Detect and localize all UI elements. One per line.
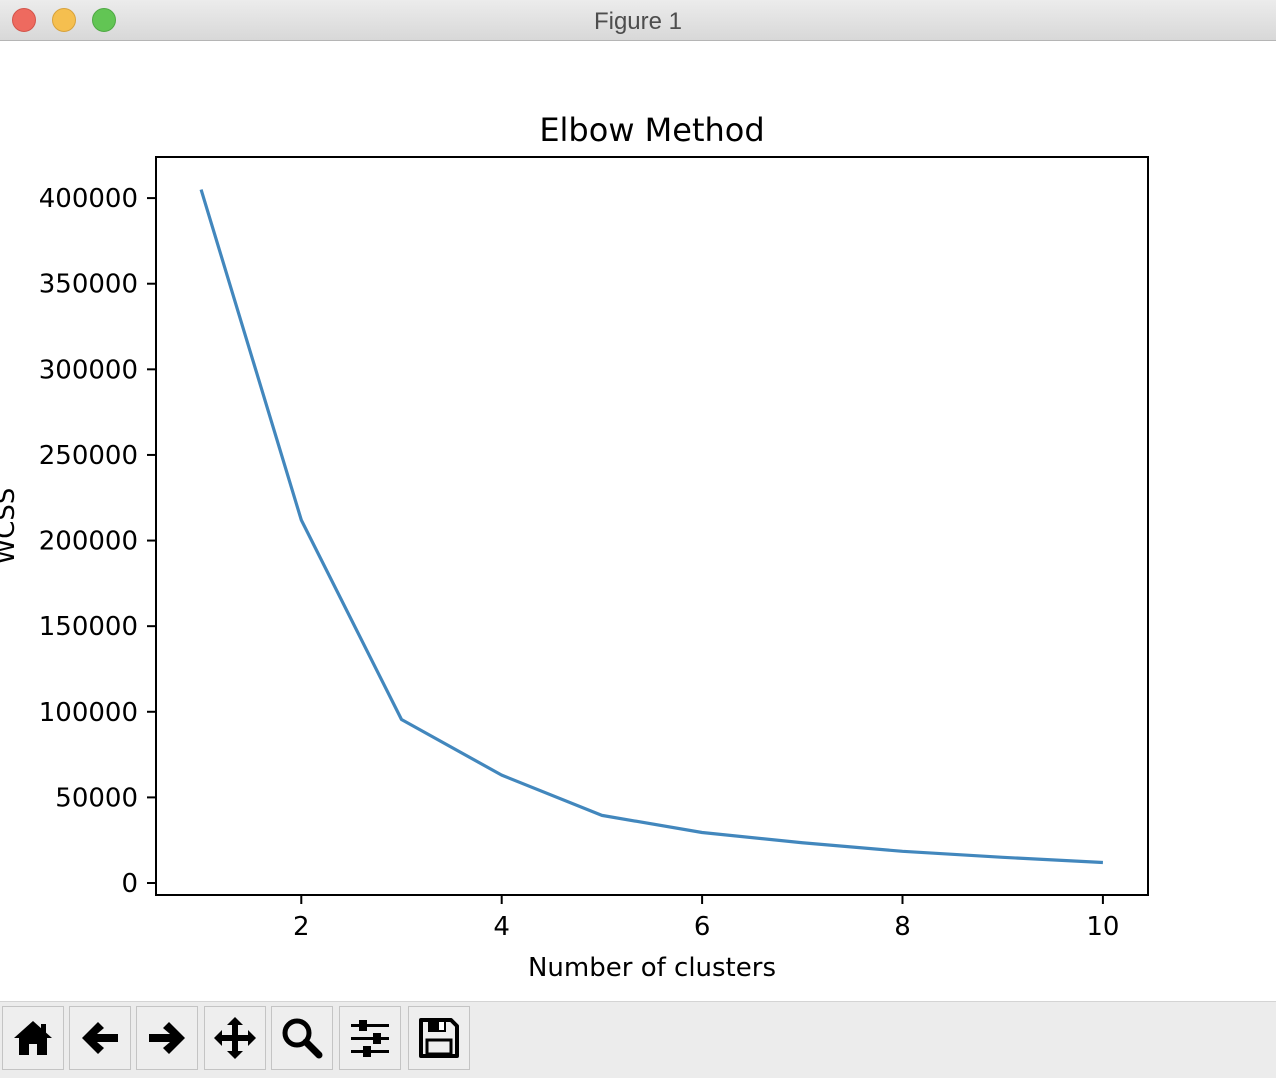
x-tick-label: 4 bbox=[493, 912, 510, 942]
x-tick-label: 6 bbox=[694, 912, 711, 942]
y-tick-label: 200000 bbox=[39, 527, 138, 557]
y-tick-label: 150000 bbox=[39, 612, 138, 642]
configure-subplots-button[interactable] bbox=[339, 1006, 401, 1070]
series-line-0 bbox=[199, 189, 1103, 865]
plot-frame bbox=[155, 156, 1149, 896]
chart-title: Elbow Method bbox=[539, 111, 764, 149]
minimize-window-button[interactable] bbox=[52, 8, 76, 32]
move-icon bbox=[214, 1017, 256, 1059]
save-icon bbox=[419, 1018, 459, 1058]
y-tick-label: 300000 bbox=[39, 355, 138, 385]
window-title: Figure 1 bbox=[593, 8, 683, 35]
y-axis-label: WCSS bbox=[0, 488, 21, 565]
y-tick-label: 100000 bbox=[39, 698, 138, 728]
window-titlebar: Figure 1 bbox=[0, 0, 1276, 41]
elbow-chart: Elbow Method 2 4 6 8 10 0 50000 100000 150000 2000… bbox=[0, 111, 1149, 983]
back-button[interactable] bbox=[69, 1006, 131, 1070]
x-tick-label: 2 bbox=[293, 912, 310, 942]
zoom-icon bbox=[282, 1018, 323, 1059]
close-window-button[interactable] bbox=[12, 8, 36, 32]
save-button[interactable] bbox=[408, 1006, 470, 1070]
y-tick-label: 0 bbox=[121, 869, 138, 899]
x-axis-label: Number of clusters bbox=[528, 953, 776, 983]
x-tick-label: 10 bbox=[1086, 912, 1119, 942]
y-tick-label: 250000 bbox=[39, 441, 138, 471]
navigation-toolbar bbox=[0, 1001, 1276, 1078]
x-tick-label: 8 bbox=[894, 912, 911, 942]
maximize-window-button[interactable] bbox=[92, 8, 116, 32]
sliders-icon bbox=[351, 1020, 389, 1057]
y-tick-label: 400000 bbox=[39, 184, 138, 214]
arrow-left-icon bbox=[82, 1022, 118, 1054]
y-tick-label: 50000 bbox=[55, 783, 138, 813]
home-icon bbox=[14, 1021, 52, 1055]
y-tick-label: 350000 bbox=[39, 270, 138, 300]
forward-button[interactable] bbox=[136, 1006, 198, 1070]
pan-button[interactable] bbox=[204, 1006, 266, 1070]
figure-canvas: Elbow Method 2 4 6 8 10 0 50000 100000 150000 2000… bbox=[0, 42, 1276, 1001]
arrow-right-icon bbox=[149, 1022, 185, 1054]
zoom-button[interactable] bbox=[271, 1006, 333, 1070]
home-button[interactable] bbox=[2, 1006, 64, 1070]
